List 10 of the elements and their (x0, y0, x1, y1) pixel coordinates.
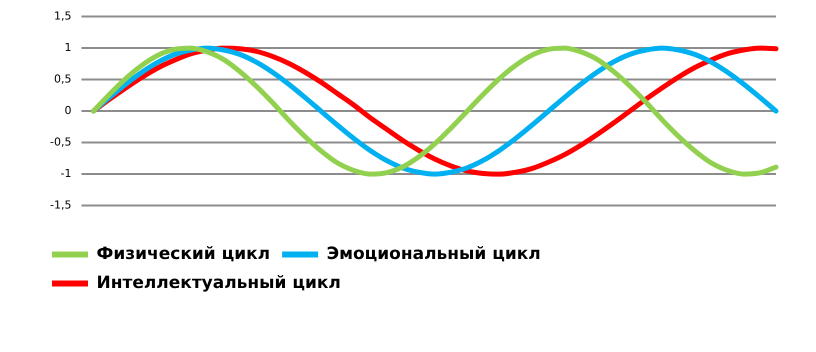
y-tick-label: 1 (64, 40, 72, 54)
legend-label: Интеллектуальный цикл (96, 272, 341, 293)
y-tick-label: 1,5 (54, 9, 72, 22)
y-tick-label: 0,5 (54, 72, 72, 86)
y-tick-label: 0 (64, 104, 72, 117)
legend-label: Эмоциональный цикл (326, 244, 541, 264)
legend-label: Физический цикл (96, 244, 270, 264)
y-tick-label: -1,5 (50, 198, 72, 212)
y-tick-label: -0,5 (50, 135, 72, 148)
y-tick-label: -1 (60, 166, 72, 180)
